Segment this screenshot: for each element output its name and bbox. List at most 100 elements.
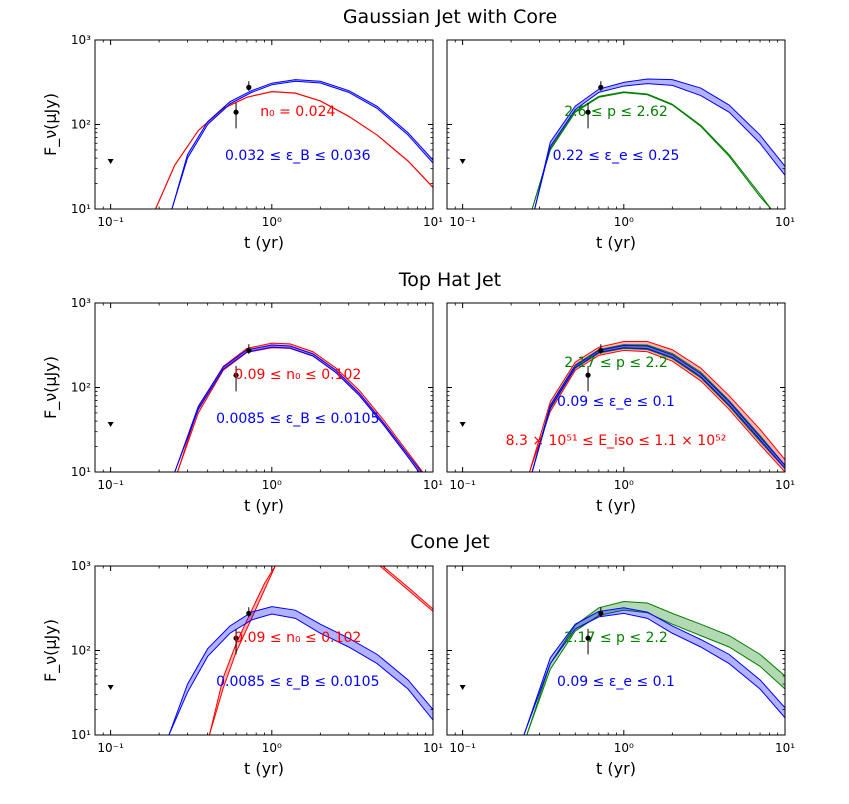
annotation-blue: 0.22 ≤ ε_e ≤ 0.25: [553, 148, 680, 164]
plot-area: [155, 79, 433, 209]
y-tick-label: 10¹: [71, 465, 91, 479]
x-tick-label: 10⁻¹: [449, 741, 476, 755]
model-band-edge-blue: [171, 80, 433, 209]
model-band-edge-blue: [534, 83, 785, 209]
data-point: [598, 84, 604, 90]
axes-frame: [94, 565, 434, 736]
panel-2-0: 10⁻¹ 10⁰ 10¹ 10¹ 10² 10³ 0.09 ≤ n₀ ≤ 0.102 0.00…: [41, 559, 443, 778]
model-band-edge-blue: [534, 78, 785, 209]
y-tick-label: 10³: [71, 559, 91, 573]
x-tick-label: 10¹: [423, 215, 443, 229]
x-axis-label: t (yr): [244, 759, 284, 778]
model-band-blue: [523, 607, 785, 735]
data-point: [585, 372, 591, 378]
upper-limit-marker: [107, 684, 114, 690]
axes-frame: [94, 302, 434, 473]
x-tick-label: 10¹: [423, 741, 443, 755]
plot-area: [523, 601, 785, 735]
axes-frame: [446, 565, 786, 736]
x-axis-label: t (yr): [244, 233, 284, 252]
panel-2-1: 10⁻¹ 10⁰ 10¹ 2.17 ≤ p ≤ 2.2 0.09 ≤ ε_e ≤ 0.1…: [446, 565, 795, 778]
x-tick-label: 10⁻¹: [449, 478, 476, 492]
upper-limit-marker: [459, 684, 466, 690]
annotation-green: 2.17 ≤ p ≤ 2.2: [564, 630, 668, 646]
y-tick-label: 10²: [71, 381, 91, 395]
model-band-blue: [168, 606, 433, 735]
model-band-edge-red: [177, 342, 424, 472]
annotation-blue: 0.0085 ≤ ε_B ≤ 0.0105: [216, 411, 379, 427]
panel-1-0: 10⁻¹ 10⁰ 10¹ 10¹ 10² 10³ 0.09 ≤ n₀ ≤ 0.102 0.00…: [41, 296, 443, 515]
y-axis-label: F_ν(μJy): [41, 93, 61, 156]
annotation-red: 0.09 ≤ n₀ ≤ 0.102: [234, 367, 361, 383]
annotation-blue: 0.09 ≤ ε_e ≤ 0.1: [557, 394, 675, 410]
x-axis-label: t (yr): [596, 496, 636, 515]
y-tick-label: 10¹: [71, 202, 91, 216]
data-point: [598, 610, 604, 616]
model-band-edge-blue: [523, 607, 785, 735]
axes-frame: [94, 39, 434, 210]
data-point: [233, 372, 239, 378]
model-band-edge-blue: [523, 612, 785, 735]
model-band-edge-green: [526, 601, 785, 735]
model-band-green: [526, 601, 785, 735]
upper-limit-marker: [107, 421, 114, 427]
model-band-edge-blue: [171, 79, 433, 209]
annotation-blue: 0.09 ≤ ε_e ≤ 0.1: [557, 674, 675, 690]
x-tick-label: 10¹: [775, 741, 795, 755]
x-tick-label: 10⁰: [614, 478, 634, 492]
annotation-green: 2.6 ≤ p ≤ 2.62: [564, 104, 668, 120]
y-tick-label: 10²: [71, 118, 91, 132]
data-point: [233, 109, 239, 115]
x-tick-label: 10⁰: [262, 215, 282, 229]
data-point: [233, 635, 239, 641]
model-band-edge-blue: [168, 613, 433, 735]
x-tick-label: 10⁰: [614, 215, 634, 229]
plot-area: [174, 342, 424, 472]
row-title-cone: Cone Jet: [410, 531, 489, 553]
model-band-edge-red: [529, 341, 785, 472]
x-tick-label: 10⁻¹: [97, 741, 124, 755]
model-band-edge-blue: [174, 346, 420, 472]
x-axis-label: t (yr): [596, 233, 636, 252]
x-tick-label: 10⁰: [262, 478, 282, 492]
axes-frame: [446, 39, 786, 210]
x-tick-label: 10¹: [775, 215, 795, 229]
axes-frame: [446, 302, 786, 473]
model-band-edge-blue: [168, 606, 433, 735]
annotation-green: 2.17 ≤ p ≤ 2.2: [564, 355, 668, 371]
panel-0-1: 10⁻¹ 10⁰ 10¹ 2.6 ≤ p ≤ 2.62 0.22 ≤ ε_e ≤ 0.2…: [446, 39, 795, 252]
row-title-gaussian: Gaussian Jet with Core: [343, 6, 557, 28]
model-band-blue: [532, 345, 785, 472]
data-point: [585, 635, 591, 641]
annotation-blue: 0.0085 ≤ ε_B ≤ 0.0105: [216, 674, 379, 690]
model-band-edge-green: [526, 609, 785, 735]
y-axis-label: F_ν(μJy): [41, 356, 61, 419]
y-tick-label: 10³: [71, 296, 91, 310]
x-tick-label: 10⁻¹: [449, 215, 476, 229]
x-tick-label: 10⁰: [614, 741, 634, 755]
x-tick-label: 10⁻¹: [97, 478, 124, 492]
y-axis-label: F_ν(μJy): [41, 619, 61, 682]
upper-limit-marker: [459, 421, 466, 427]
annotation-red: 8.3 × 10⁵¹ ≤ E_iso ≤ 1.1 × 10⁵²: [506, 433, 727, 449]
model-band-edge-blue: [174, 344, 423, 472]
panel-1-1: 10⁻¹ 10⁰ 10¹ 2.17 ≤ p ≤ 2.2 0.09 ≤ ε_e ≤ 0.1…: [446, 302, 795, 515]
data-point: [585, 109, 591, 115]
data-point: [246, 610, 252, 616]
x-tick-label: 10⁰: [262, 741, 282, 755]
y-tick-label: 10²: [71, 644, 91, 658]
data-point: [598, 347, 604, 353]
plot-area: [529, 341, 785, 472]
row-title-tophat: Top Hat Jet: [398, 269, 501, 291]
model-band-edge-blue: [531, 347, 785, 472]
model-band-edge-red: [529, 349, 785, 472]
y-tick-label: 10¹: [71, 728, 91, 742]
model-band-edge-green: [531, 92, 772, 209]
x-tick-label: 10¹: [423, 478, 443, 492]
data-point: [246, 347, 252, 353]
annotation-blue: 0.032 ≤ ε_B ≤ 0.036: [225, 148, 371, 164]
annotation-red: 0.09 ≤ n₀ ≤ 0.102: [234, 630, 361, 646]
upper-limit-marker: [459, 158, 466, 164]
panel-0-0: 10⁻¹ 10⁰ 10¹ 10¹ 10² 10³ n₀ = 0.024 0.032 ≤ ε_B…: [41, 33, 443, 252]
